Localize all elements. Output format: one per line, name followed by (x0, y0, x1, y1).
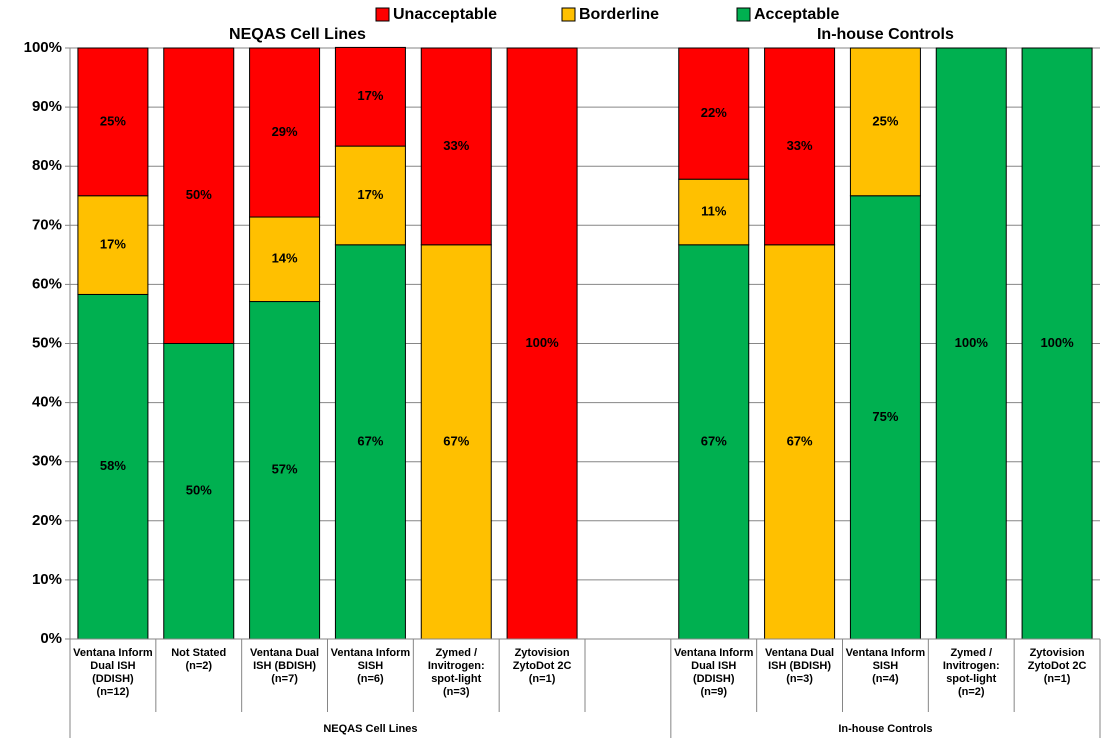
data-label: 100% (955, 335, 989, 350)
group-label: NEQAS Cell Lines (323, 723, 417, 735)
x-tick-label: Ventana Inform SISH (n=4) (845, 647, 926, 685)
group-label: In-house Controls (838, 723, 932, 735)
bar-segment (1021, 47, 1093, 640)
data-label: 25% (100, 113, 126, 128)
x-tick-label: Zymed / Invitrogen: spot-light (n=2) (942, 647, 1000, 698)
legend-label: Borderline (579, 6, 659, 23)
data-label: 17% (357, 187, 383, 202)
x-tick-label: Ventana Dual ISH (BDISH) (n=3) (765, 647, 835, 685)
data-label: 33% (787, 138, 813, 153)
category-box: Ventana Inform Dual ISH (DDISH) (n=9) (674, 647, 754, 698)
bar-segment (249, 47, 321, 218)
bar-segment (764, 244, 836, 640)
bar-segment (764, 47, 836, 246)
category-box: Zymed / Invitrogen: spot-light (n=2) (942, 647, 1000, 698)
data-label: 22% (701, 105, 727, 120)
data-label: 50% (186, 483, 212, 498)
y-tick-label: 80% (32, 157, 62, 174)
data-label: 67% (701, 433, 727, 448)
x-tick-label: Ventana Inform Dual ISH (DDISH) (n=9) (674, 647, 754, 698)
data-label: 17% (100, 237, 126, 252)
bar-segment (163, 47, 235, 344)
y-tick-label: 60% (32, 275, 62, 292)
panel-title: In-house Controls (817, 26, 954, 43)
y-tick-label: 0% (40, 630, 62, 647)
y-tick-label: 50% (32, 334, 62, 351)
bar-segment (249, 216, 321, 303)
data-label: 11% (701, 203, 727, 218)
bar-segment (506, 47, 578, 640)
bar-segment (334, 244, 406, 640)
bar-segment (77, 47, 149, 197)
data-label: 50% (186, 187, 212, 202)
x-tick-label: Zymed / Invitrogen: spot-light (n=3) (427, 647, 485, 698)
legend-swatch (375, 7, 390, 22)
y-tick-label: 10% (32, 571, 62, 588)
x-tick-label: Zytovision ZytoDot 2C (n=1) (1027, 647, 1087, 685)
data-label: 75% (872, 409, 898, 424)
category-box: Zymed / Invitrogen: spot-light (n=3) (427, 647, 485, 698)
legend-label: Unacceptable (393, 6, 497, 23)
panel-title: NEQAS Cell Lines (229, 26, 366, 43)
category-box: Ventana Inform SISH (n=6) (330, 647, 411, 685)
data-label: 14% (272, 251, 298, 266)
category-box: Ventana Dual ISH (BDISH) (n=3) (765, 647, 835, 685)
y-tick-label: 90% (32, 98, 62, 115)
x-tick-label: Ventana Dual ISH (BDISH) (n=7) (250, 647, 320, 685)
category-box: Zytovision ZytoDot 2C (n=1) (1027, 647, 1087, 685)
data-label: 67% (443, 433, 469, 448)
legend-swatch (561, 7, 576, 22)
category-box: Zytovision ZytoDot 2C (n=1) (512, 647, 572, 685)
y-tick-label: 100% (24, 39, 62, 56)
data-label: 25% (872, 113, 898, 128)
bar-segment (334, 145, 406, 246)
data-label: 67% (357, 433, 383, 448)
x-tick-label: Ventana Inform Dual ISH (DDISH) (n=12) (73, 647, 153, 698)
x-tick-label: Zytovision ZytoDot 2C (n=1) (512, 647, 572, 685)
data-label: 17% (357, 88, 383, 103)
y-tick-label: 30% (32, 453, 62, 470)
bar-segment (935, 47, 1007, 640)
category-box: Ventana Inform SISH (n=4) (845, 647, 926, 685)
bar-segment (678, 244, 750, 640)
data-label: 33% (443, 138, 469, 153)
bar-segment (849, 47, 921, 197)
data-label: 100% (1040, 335, 1074, 350)
legend-label: Acceptable (754, 6, 839, 23)
category-box: Ventana Inform Dual ISH (DDISH) (n=12) (73, 647, 153, 698)
y-tick-label: 40% (32, 394, 62, 411)
bar-segment (249, 301, 321, 640)
y-tick-label: 20% (32, 512, 62, 529)
data-label: 67% (787, 433, 813, 448)
category-box: Ventana Dual ISH (BDISH) (n=7) (250, 647, 320, 685)
bar-segment (420, 244, 492, 640)
bar-segment (678, 47, 750, 180)
bar-segment (334, 46, 406, 147)
bar-segment (77, 195, 149, 295)
bar-segment (420, 47, 492, 246)
bar-segment (849, 195, 921, 640)
data-label: 58% (100, 458, 126, 473)
bar-segment (678, 178, 750, 246)
y-tick-label: 70% (32, 216, 62, 233)
data-label: 100% (525, 335, 559, 350)
x-tick-label: Not Stated (n=2) (171, 647, 227, 672)
x-tick-label: Ventana Inform SISH (n=6) (330, 647, 411, 685)
data-label: 57% (272, 462, 298, 477)
legend-swatch (736, 7, 751, 22)
category-box: Not Stated (n=2) (171, 647, 227, 672)
data-label: 29% (272, 124, 298, 139)
